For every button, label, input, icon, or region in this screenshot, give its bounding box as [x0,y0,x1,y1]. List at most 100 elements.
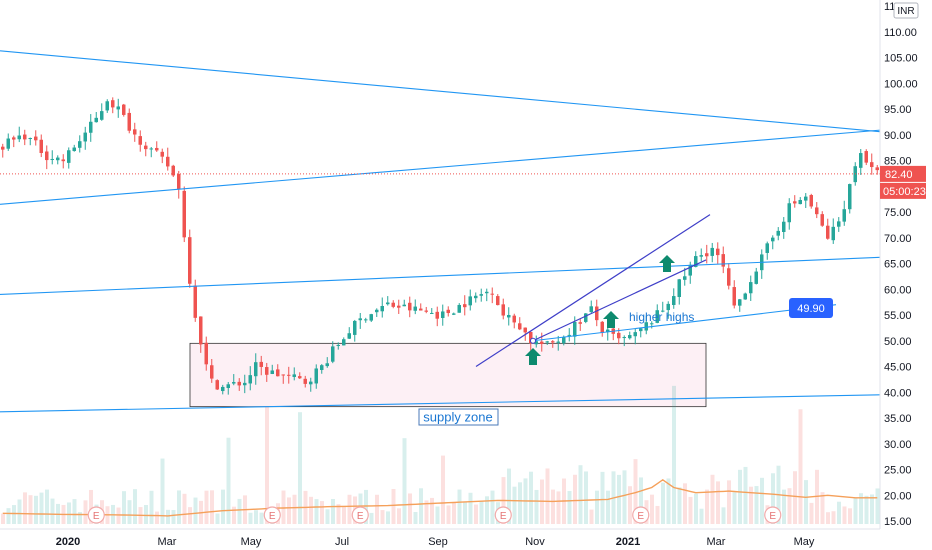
candle [61,154,65,169]
candle [787,198,791,230]
candle [424,306,428,314]
x-tick-label: Mar [707,536,726,548]
candle [226,382,230,395]
candle [782,217,786,239]
candle [182,186,186,243]
candle [435,306,439,327]
candle [820,211,824,227]
candle [732,280,736,309]
candle [127,108,131,134]
candle [166,147,170,171]
supply-zone-label: supply zone [418,408,499,426]
last-price-text: 82.40 [885,169,913,181]
candle [67,147,71,169]
candle [320,364,324,374]
candle [100,103,104,121]
candle [842,200,846,226]
candle [474,292,478,303]
candle [303,375,307,388]
earnings-label: E [93,511,100,522]
candle [254,353,258,385]
candle [765,241,769,260]
candle [6,133,10,151]
candle [270,364,274,375]
candle [298,372,302,380]
x-tick-label: 2021 [616,536,640,548]
candle [149,147,153,158]
candle [408,296,412,318]
candle [177,170,181,199]
higher-highs-trendline [532,304,837,342]
x-tick-label: May [241,536,262,548]
candle [347,327,351,339]
candle [23,129,27,146]
candle [402,299,406,307]
anchor-point [530,337,536,344]
x-tick-label: Nov [525,536,545,548]
mid-upper-trendline [0,129,881,205]
y-tick-label: 30.00 [884,439,912,451]
candle [221,384,225,395]
candle [34,130,38,146]
candle [551,340,555,348]
candle [375,308,379,317]
candle [369,313,373,323]
earnings-label: E [637,511,644,522]
candle [358,312,362,329]
supply-zone-text: supply zone [423,410,492,425]
candle [540,332,544,352]
last-price-label: 82.40 [880,165,926,182]
candle [727,263,731,290]
upper-trendline [0,50,881,133]
candle [50,150,54,165]
y-tick-label: 40.00 [884,387,912,399]
candle [578,318,582,331]
mid-trendline [0,256,881,295]
candle [859,149,863,175]
candle [441,304,445,326]
candle [325,357,329,368]
y-tick-label: 75.00 [884,207,912,219]
candle [600,320,604,337]
candle [430,308,434,314]
candle [160,148,164,164]
candle [265,362,269,382]
candle [17,126,21,143]
candle [380,297,384,318]
y-tick-label: 25.00 [884,465,912,477]
candle [589,300,593,314]
candle [815,202,819,219]
candle [56,155,60,165]
y-tick-label: 50.00 [884,336,912,348]
candle [545,340,549,345]
candle [793,195,797,208]
x-tick-label: Mar [158,536,177,548]
candle [89,114,93,142]
candle [512,313,516,329]
candle [413,299,417,315]
earnings-label: E [357,511,364,522]
candle [661,301,665,313]
candle [364,317,368,323]
earnings-marker: E [632,506,650,524]
candle [94,112,98,123]
candle [490,287,494,304]
candle [276,364,280,377]
candle [837,217,841,232]
candle [556,335,560,351]
candle [754,267,758,285]
candle [622,335,626,347]
candle [738,298,742,312]
level-badge-text: 49.90 [797,303,825,315]
up-arrow-icon [659,255,675,272]
candle [870,153,874,175]
candle [45,145,49,170]
earnings-marker: E [87,506,105,524]
earnings-label: E [769,511,776,522]
candle [78,135,82,153]
x-tick-label: Jul [335,536,349,548]
candle [699,248,703,262]
candle [353,319,357,342]
candle [666,301,670,319]
